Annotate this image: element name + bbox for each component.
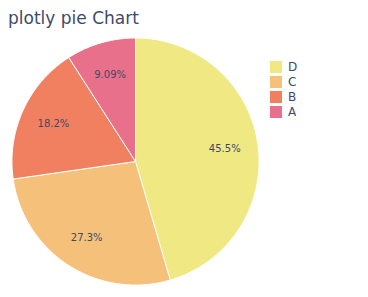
html-text:D: D bbox=[288, 60, 298, 74]
svg-text:45.5%: 45.5% bbox=[209, 143, 241, 154]
html-text:plotly pie Chart: plotly pie Chart bbox=[8, 8, 139, 28]
svg-text:9.09%: 9.09% bbox=[94, 69, 126, 80]
html-text:C: C bbox=[288, 75, 297, 89]
svg-text:27.3%: 27.3% bbox=[71, 232, 103, 243]
html-text:A: A bbox=[288, 105, 297, 119]
svg-text:18.2%: 18.2% bbox=[38, 118, 70, 129]
html-text:B: B bbox=[288, 90, 297, 104]
